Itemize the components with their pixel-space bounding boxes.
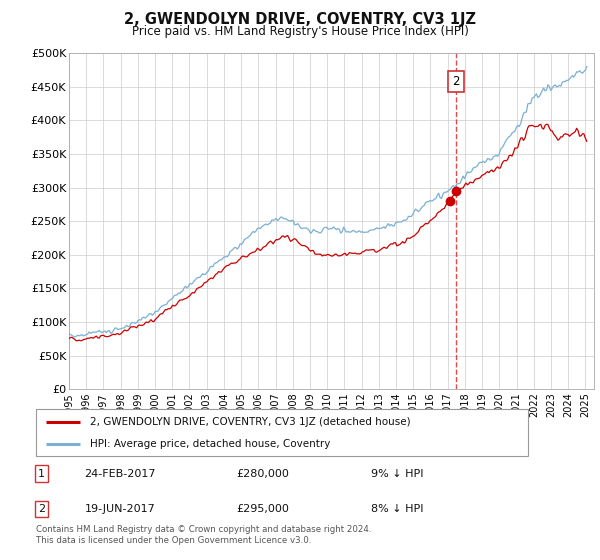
FancyBboxPatch shape: [36, 409, 528, 456]
Text: HPI: Average price, detached house, Coventry: HPI: Average price, detached house, Cove…: [90, 438, 331, 449]
Text: 9% ↓ HPI: 9% ↓ HPI: [371, 469, 424, 479]
Text: 24-FEB-2017: 24-FEB-2017: [85, 469, 156, 479]
Text: Contains HM Land Registry data © Crown copyright and database right 2024.
This d: Contains HM Land Registry data © Crown c…: [36, 525, 371, 545]
Text: 2, GWENDOLYN DRIVE, COVENTRY, CV3 1JZ (detached house): 2, GWENDOLYN DRIVE, COVENTRY, CV3 1JZ (d…: [90, 417, 411, 427]
Text: 1: 1: [38, 469, 45, 479]
Text: £280,000: £280,000: [236, 469, 289, 479]
Text: 2: 2: [452, 75, 460, 88]
Text: 8% ↓ HPI: 8% ↓ HPI: [371, 504, 424, 514]
Text: 2: 2: [38, 504, 45, 514]
Text: 2, GWENDOLYN DRIVE, COVENTRY, CV3 1JZ: 2, GWENDOLYN DRIVE, COVENTRY, CV3 1JZ: [124, 12, 476, 27]
Text: Price paid vs. HM Land Registry's House Price Index (HPI): Price paid vs. HM Land Registry's House …: [131, 25, 469, 38]
Text: 19-JUN-2017: 19-JUN-2017: [85, 504, 155, 514]
Text: £295,000: £295,000: [236, 504, 289, 514]
